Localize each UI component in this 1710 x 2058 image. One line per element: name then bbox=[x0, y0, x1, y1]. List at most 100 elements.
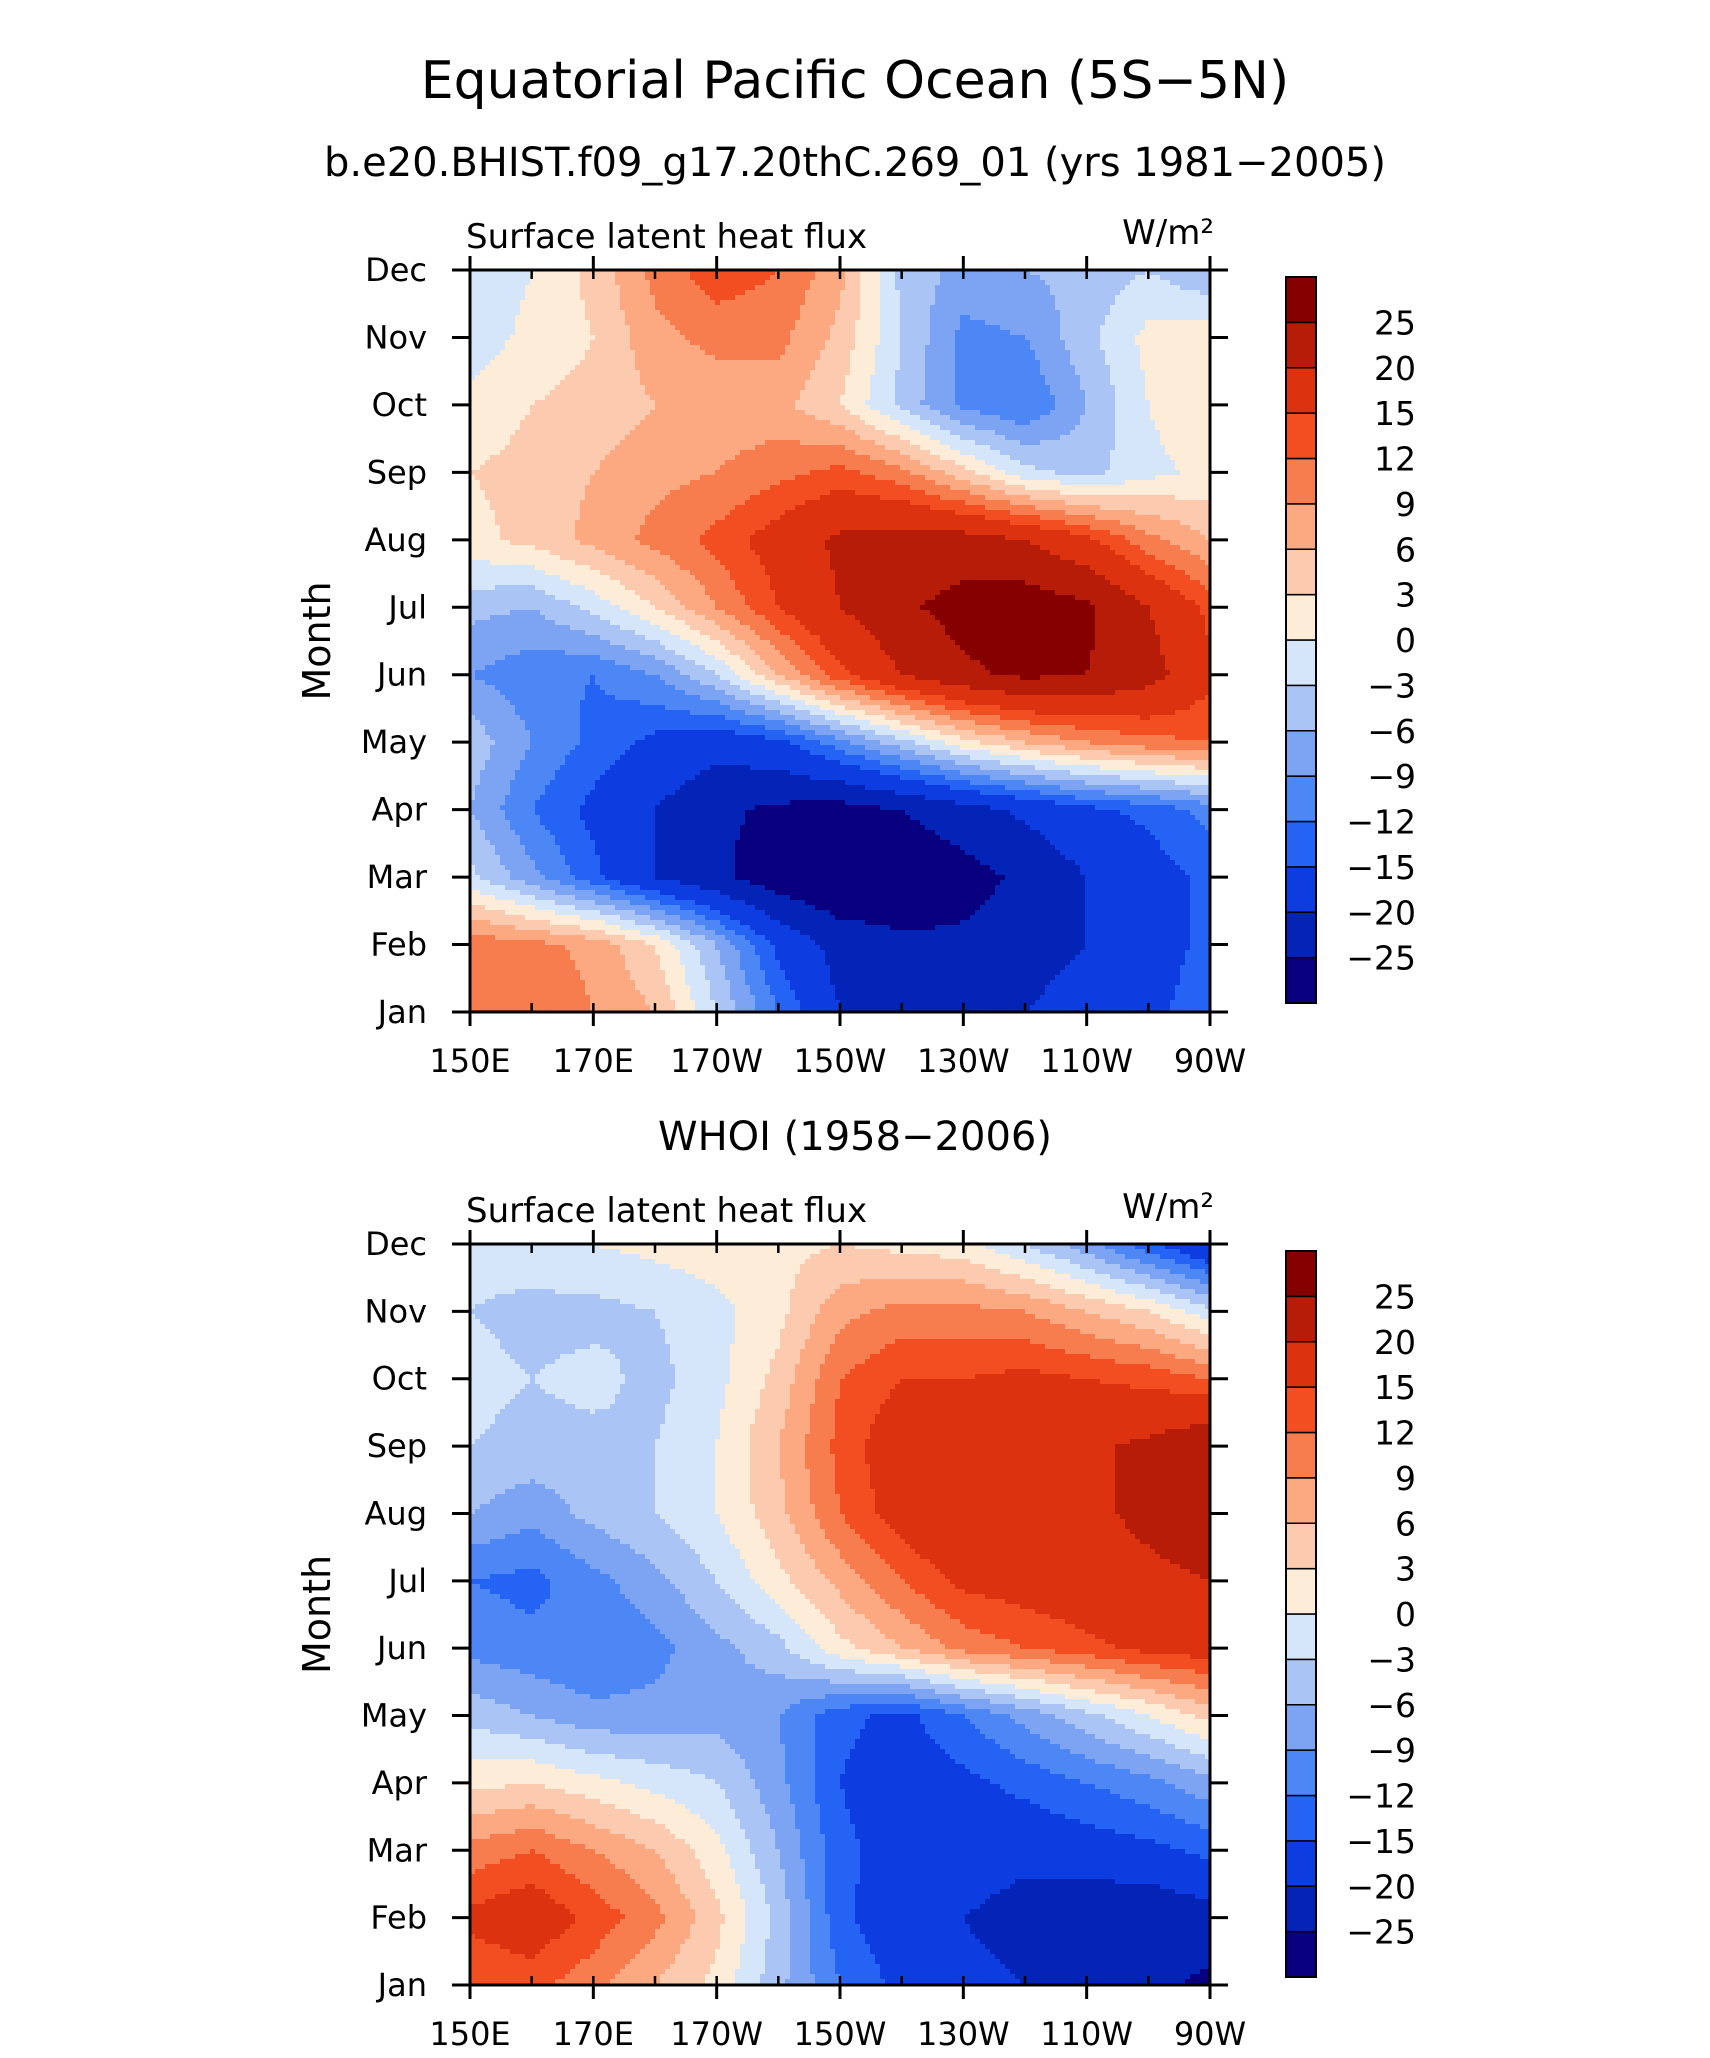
heatmap-cell bbox=[790, 300, 796, 306]
heatmap-cell bbox=[770, 415, 776, 421]
heatmap-cell bbox=[485, 410, 491, 416]
heatmap-cell bbox=[615, 310, 621, 316]
heatmap-cell bbox=[855, 395, 861, 401]
heatmap-cell bbox=[655, 340, 661, 346]
heatmap-cell bbox=[895, 345, 901, 351]
heatmap-cell bbox=[1150, 320, 1156, 326]
heatmap-cell bbox=[1010, 430, 1016, 436]
heatmap-cell bbox=[1035, 380, 1041, 386]
heatmap-cell bbox=[620, 350, 626, 356]
heatmap-cell bbox=[1080, 375, 1086, 381]
heatmap-cell bbox=[1055, 290, 1061, 296]
heatmap-cell bbox=[1070, 370, 1076, 376]
heatmap-cell bbox=[1100, 335, 1106, 341]
heatmap-cell bbox=[565, 390, 571, 396]
heatmap-cell bbox=[995, 365, 1001, 371]
heatmap-cell bbox=[760, 340, 766, 346]
heatmap-cell bbox=[625, 320, 631, 326]
heatmap-cell bbox=[750, 320, 756, 326]
heatmap-cell bbox=[875, 305, 881, 311]
heatmap-cell bbox=[655, 400, 661, 406]
heatmap-cell bbox=[725, 285, 731, 291]
heatmap-cell bbox=[725, 425, 731, 431]
heatmap-cell bbox=[890, 270, 896, 276]
heatmap-cell bbox=[750, 420, 756, 426]
heatmap-cell bbox=[680, 350, 686, 356]
heatmap-cell bbox=[990, 400, 996, 406]
heatmap-cell bbox=[675, 320, 681, 326]
heatmap-cell bbox=[980, 305, 986, 311]
heatmap-cell bbox=[530, 320, 536, 326]
heatmap-cell bbox=[490, 310, 496, 316]
heatmap-cell bbox=[885, 350, 891, 356]
heatmap-cell bbox=[900, 325, 906, 331]
heatmap-cell bbox=[515, 425, 521, 431]
heatmap-cell bbox=[810, 345, 816, 351]
heatmap-cell bbox=[1060, 270, 1066, 276]
heatmap-cell bbox=[935, 350, 941, 356]
heatmap-cell bbox=[485, 395, 491, 401]
heatmap-cell bbox=[705, 345, 711, 351]
heatmap-cell bbox=[795, 410, 801, 416]
heatmap-cell bbox=[625, 330, 631, 336]
heatmap-cell bbox=[585, 380, 591, 386]
heatmap-cell bbox=[930, 310, 936, 316]
heatmap-cell bbox=[965, 305, 971, 311]
heatmap-cell bbox=[835, 350, 841, 356]
heatmap-cell bbox=[780, 340, 786, 346]
heatmap-cell bbox=[640, 275, 646, 281]
heatmap-cell bbox=[1155, 350, 1161, 356]
heatmap-cell bbox=[510, 385, 516, 391]
heatmap-cell bbox=[625, 370, 631, 376]
heatmap-cell bbox=[1115, 365, 1121, 371]
heatmap-cell bbox=[565, 425, 571, 431]
heatmap-cell bbox=[765, 285, 771, 291]
heatmap-cell bbox=[1155, 405, 1161, 411]
heatmap-cell bbox=[1050, 285, 1056, 291]
heatmap-cell bbox=[475, 355, 481, 361]
heatmap-cell bbox=[710, 435, 716, 441]
heatmap-cell bbox=[850, 430, 856, 436]
heatmap-cell bbox=[805, 385, 811, 391]
heatmap-cell bbox=[760, 390, 766, 396]
heatmap-cell bbox=[770, 310, 776, 316]
heatmap-cell bbox=[510, 405, 516, 411]
heatmap-cell bbox=[930, 395, 936, 401]
heatmap-cell bbox=[990, 310, 996, 316]
heatmap-cell bbox=[865, 405, 871, 411]
heatmap-cell bbox=[600, 430, 606, 436]
heatmap-cell bbox=[620, 335, 626, 341]
heatmap-cell bbox=[530, 315, 536, 321]
heatmap-cell bbox=[1030, 320, 1036, 326]
heatmap-cell bbox=[470, 280, 476, 286]
heatmap-cell bbox=[860, 360, 866, 366]
heatmap-cell bbox=[510, 275, 516, 281]
heatmap-cell bbox=[965, 410, 971, 416]
heatmap-cell bbox=[560, 325, 566, 331]
heatmap-cell bbox=[650, 285, 656, 291]
heatmap-cell bbox=[855, 355, 861, 361]
heatmap-cell bbox=[670, 320, 676, 326]
heatmap-cell bbox=[985, 280, 991, 286]
heatmap-cell bbox=[845, 340, 851, 346]
heatmap-cell bbox=[760, 270, 766, 276]
heatmap-cell bbox=[955, 310, 961, 316]
heatmap-cell bbox=[925, 345, 931, 351]
heatmap-cell bbox=[1165, 375, 1171, 381]
heatmap-cell bbox=[995, 420, 1001, 426]
heatmap-cell bbox=[675, 310, 681, 316]
heatmap-cell bbox=[610, 315, 616, 321]
heatmap-cell bbox=[975, 280, 981, 286]
heatmap-cell bbox=[1105, 430, 1111, 436]
heatmap-cell bbox=[870, 275, 876, 281]
heatmap-cell bbox=[925, 280, 931, 286]
heatmap-cell bbox=[510, 295, 516, 301]
heatmap-cell bbox=[1115, 270, 1121, 276]
heatmap-cell bbox=[1035, 350, 1041, 356]
heatmap-cell bbox=[670, 425, 676, 431]
heatmap-cell bbox=[830, 330, 836, 336]
heatmap-cell bbox=[800, 285, 806, 291]
heatmap-cell bbox=[1075, 385, 1081, 391]
heatmap-cell bbox=[895, 420, 901, 426]
heatmap-cell bbox=[760, 325, 766, 331]
